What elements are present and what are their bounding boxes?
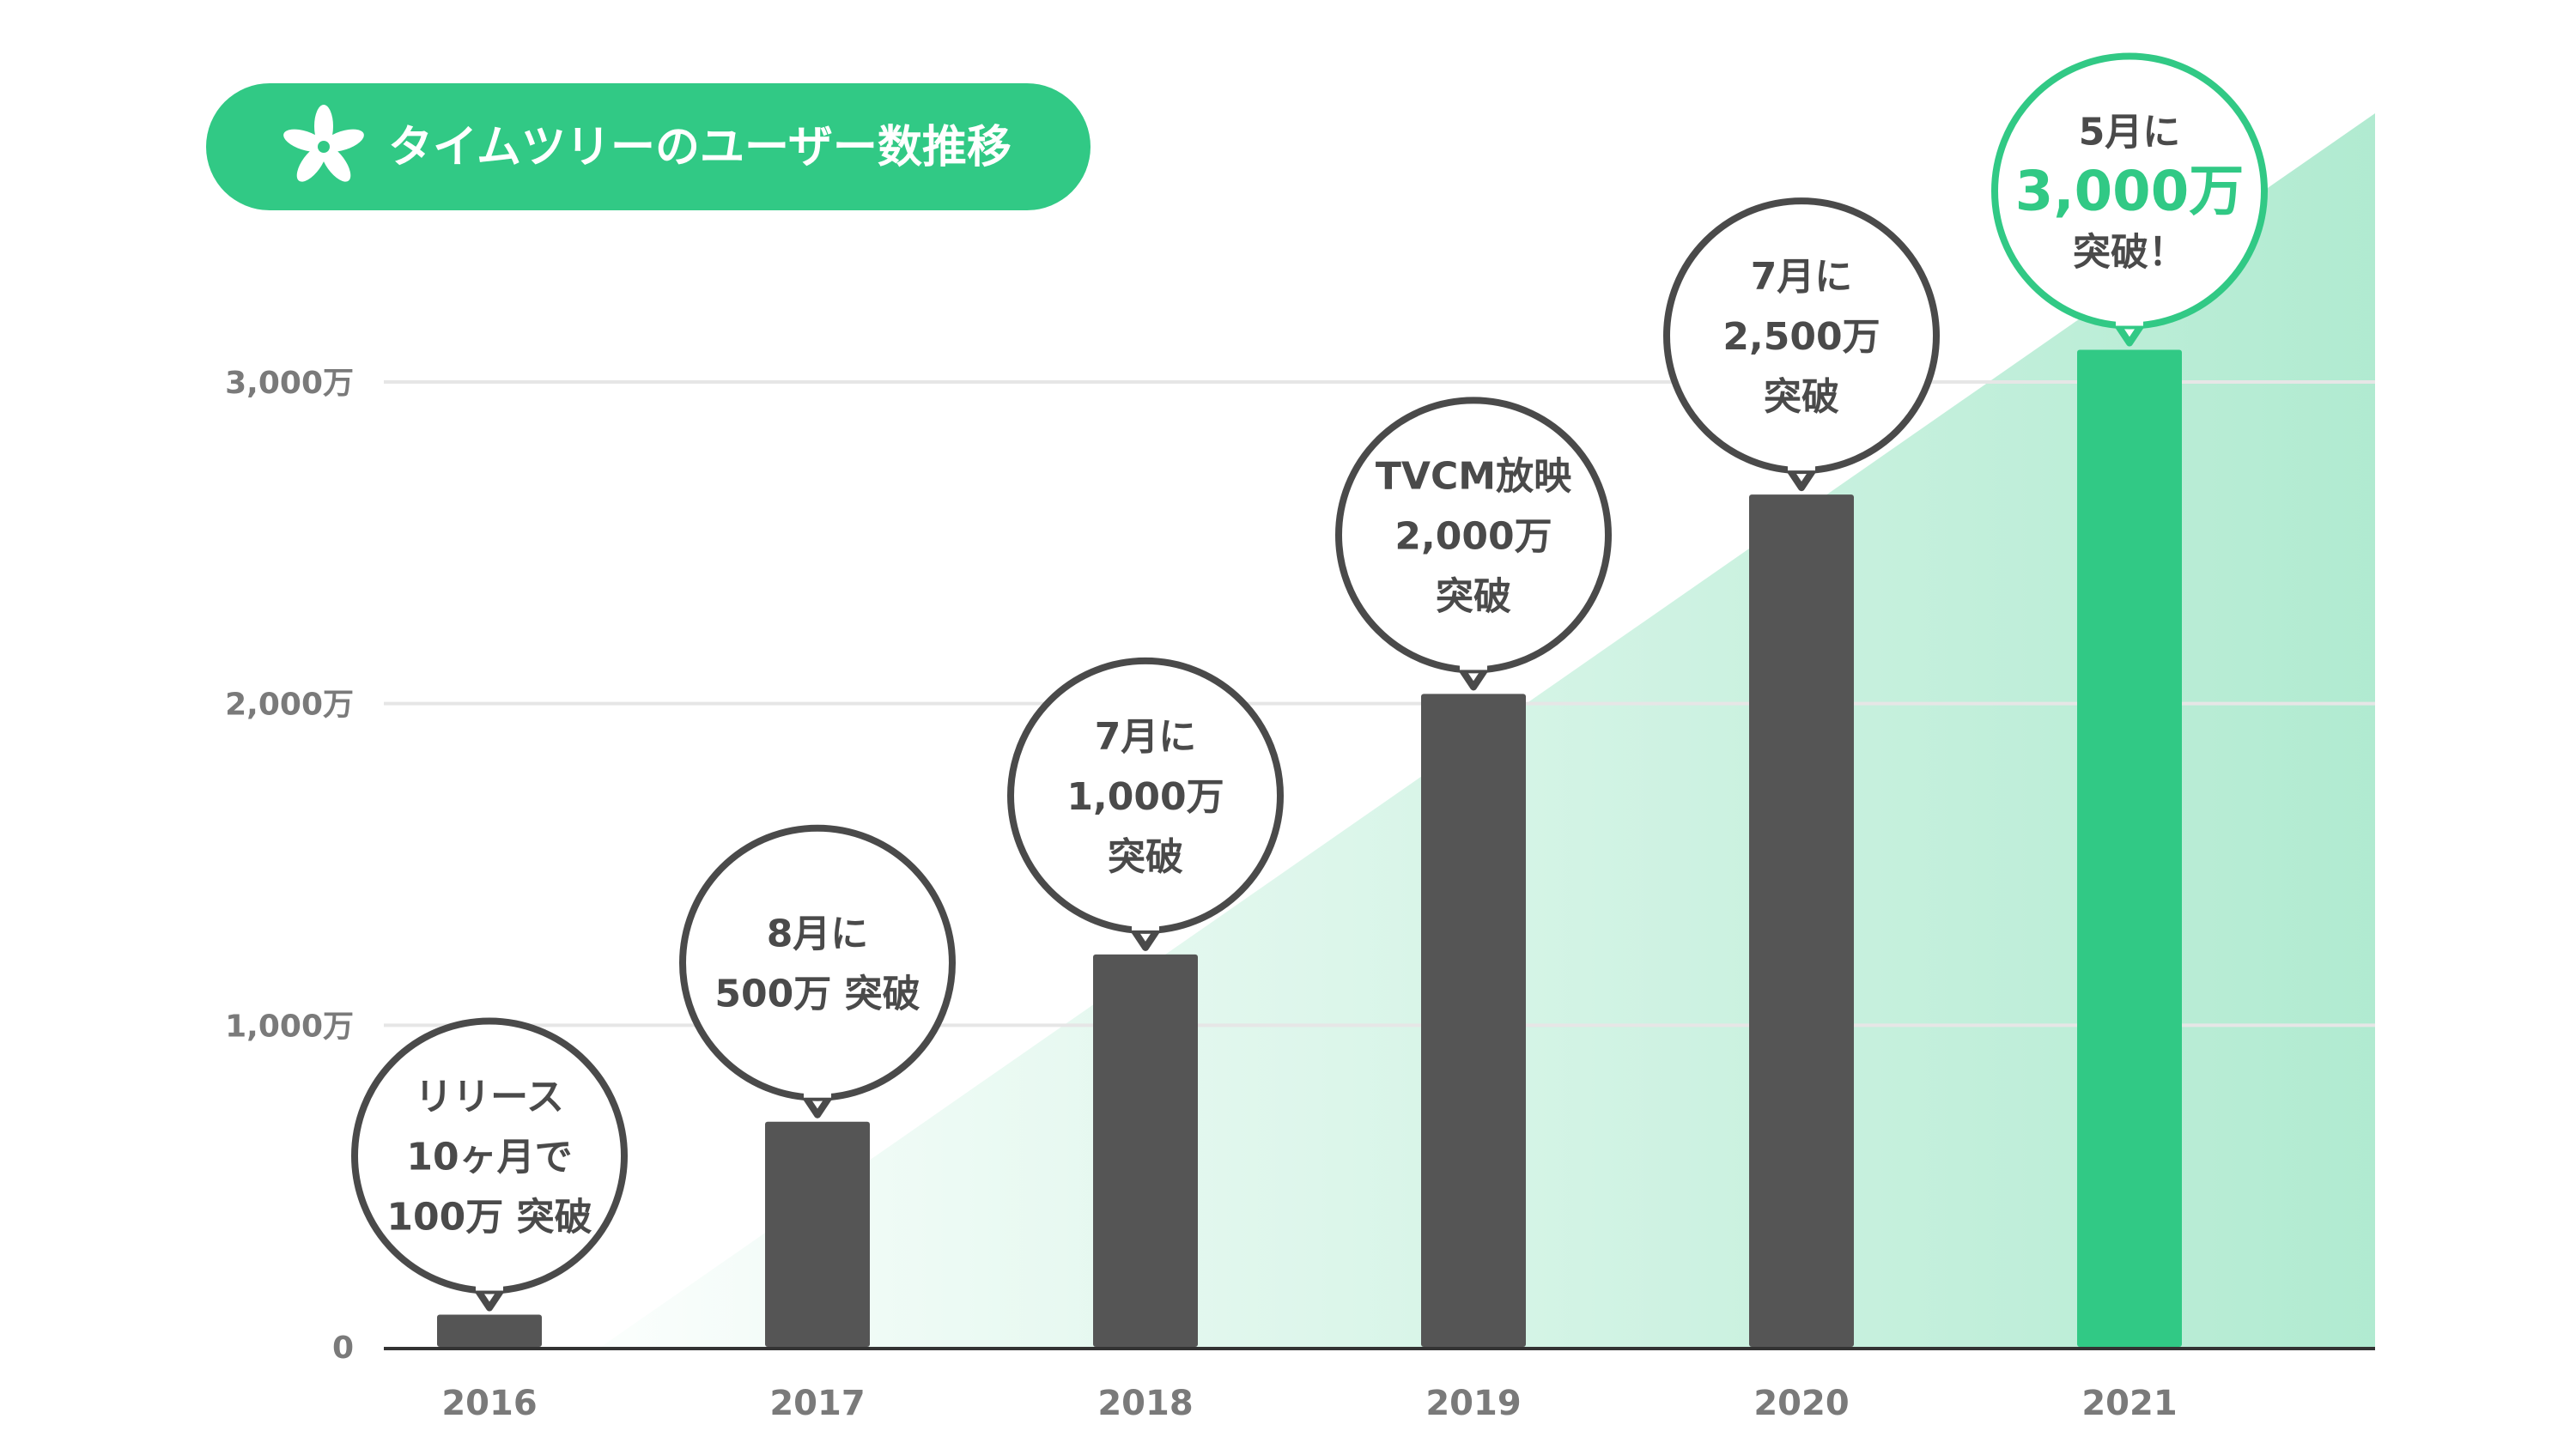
bubble-text: 500万 突破 <box>714 973 920 1016</box>
bubble-text: 7月に <box>1095 715 1197 759</box>
bubble-text: 7月に <box>1751 255 1853 299</box>
bubble-text: 1,000万 <box>1066 775 1224 819</box>
bar-2021 <box>2077 349 2182 1347</box>
x-tick-label: 2020 <box>1753 1384 1849 1423</box>
flower-icon <box>283 105 364 182</box>
bubble-text: 突破！ <box>2073 231 2186 275</box>
bubble-circle <box>1007 657 1284 934</box>
bubble-circle <box>679 824 956 1101</box>
bar-2017 <box>765 1121 870 1347</box>
bubble-seam <box>1132 918 1159 931</box>
bubble-text: 8月に <box>767 912 869 956</box>
bar-2018 <box>1093 954 1198 1347</box>
bubble-text: TVCM放映 <box>1376 454 1571 498</box>
bubble-seam <box>804 1085 831 1098</box>
y-axis-ticks: 0 1,000万 2,000万 3,000万 <box>225 366 354 1366</box>
bubble-text: リリース <box>415 1076 564 1119</box>
bubble-text: 突破 <box>1108 835 1183 879</box>
y-tick-label: 1,000万 <box>225 1009 354 1044</box>
bubble-text: 突破 <box>1764 375 1839 419</box>
bars <box>437 349 2182 1347</box>
y-tick-label: 3,000万 <box>225 366 354 401</box>
bubble-text: 突破 <box>1436 574 1511 618</box>
bubble-text: 100万 突破 <box>386 1196 592 1240</box>
x-tick-label: 2021 <box>2081 1384 2177 1423</box>
y-tick-label: 2,000万 <box>225 688 354 723</box>
bubble-text: 5月に <box>2079 111 2181 155</box>
y-tick-label: 0 <box>332 1331 354 1366</box>
bubble-seam <box>1788 458 1815 471</box>
x-tick-label: 2018 <box>1097 1384 1193 1423</box>
bubble-seam <box>1460 658 1487 670</box>
bar-2016 <box>437 1314 542 1347</box>
bubble-text: 2,500万 <box>1722 315 1880 359</box>
x-tick-label: 2017 <box>769 1384 865 1423</box>
bubble-text: 2,000万 <box>1394 514 1552 558</box>
bubble-text: 3,000万 <box>2015 161 2244 224</box>
annotation-bubble: 8月に 500万 突破 <box>679 824 956 1119</box>
x-tick-label: 2019 <box>1425 1384 1521 1423</box>
chart-title: タイムツリーのユーザー数推移 <box>388 122 1012 173</box>
bar-2019 <box>1421 694 1526 1347</box>
bubble-seam <box>2116 313 2143 326</box>
bubble-text: 10ヶ月で <box>406 1136 572 1179</box>
bar-2020 <box>1749 494 1854 1347</box>
title-badge: タイムツリーのユーザー数推移 <box>206 83 1091 210</box>
bubble-seam <box>476 1278 503 1291</box>
annotation-bubble: リリース 10ヶ月で 100万 突破 <box>351 1017 628 1312</box>
x-axis-ticks: 2016 2017 2018 2019 2020 2021 <box>441 1384 2177 1423</box>
x-tick-label: 2016 <box>441 1384 537 1423</box>
